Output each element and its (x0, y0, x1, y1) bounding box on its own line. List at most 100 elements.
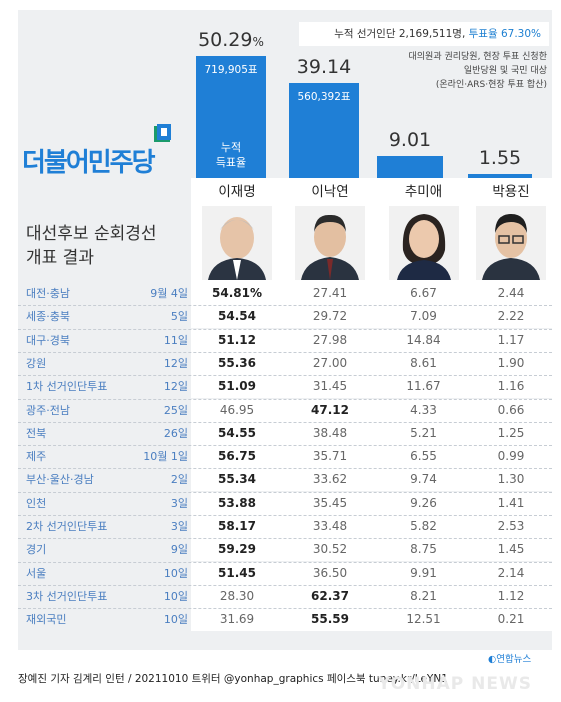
cell-lee-nakyon: 27.41 (283, 282, 377, 305)
cell-park-yongjin: 2.53 (470, 515, 552, 538)
candidate-photo (470, 206, 552, 282)
table-row: 광주·전남 25일 46.95 47.12 4.33 0.66 (18, 398, 552, 422)
cumulative-label-line: 득표율 (215, 156, 247, 169)
cell-lee-jaemyung: 31.69 (191, 608, 283, 632)
table-row: 부산·울산·경남 2일 55.34 33.62 9.74 1.30 (18, 468, 552, 492)
note-line: (온라인·ARS·현장 투표 합산) (435, 80, 547, 90)
cell-lee-jaemyung: 58.17 (191, 515, 283, 538)
cell-lee-nakyon: 27.00 (283, 351, 377, 375)
cell-lee-nakyon: 33.62 (283, 468, 377, 492)
row-divider (18, 445, 552, 447)
vote-date: 12일 (163, 356, 188, 370)
cell-lee-nakyon: 38.48 (283, 421, 377, 445)
cell-choo-miae: 4.33 (377, 398, 470, 422)
vote-date: 9월 4일 (150, 287, 188, 300)
region-name: 인천 (26, 496, 47, 510)
vote-count: 719,905표 (204, 64, 258, 76)
bar-value-label: 39.14 (296, 56, 352, 79)
candidate-photo (377, 206, 470, 282)
cell-park-yongjin: 2.14 (470, 561, 552, 585)
vote-date: 3일 (170, 520, 188, 533)
bar-value-label: 50.29% (198, 29, 264, 51)
vote-date: 26일 (163, 426, 188, 440)
agency-name: 연합뉴스 (496, 654, 532, 665)
candidate-name: 이재명 (191, 178, 283, 206)
cell-park-yongjin: 1.41 (470, 491, 552, 515)
region-name: 전북 (26, 426, 47, 440)
cumulative-voters-value: 2,169,511명, (398, 28, 466, 40)
cell-choo-miae: 5.21 (377, 421, 470, 445)
vote-date: 10일 (163, 589, 188, 603)
vote-date: 25일 (163, 403, 188, 417)
note-line: 대의원과 권리당원, 현장 투표 신청한 (408, 52, 547, 62)
region-name: 제주 (26, 450, 47, 464)
cell-choo-miae: 8.75 (377, 538, 470, 562)
cell-park-yongjin: 1.45 (470, 538, 552, 562)
cell-park-yongjin: 1.12 (470, 584, 552, 608)
bar-0 (196, 56, 266, 178)
candidate-photo (191, 206, 283, 282)
region-name: 재외국민 (26, 613, 67, 627)
region-name: 대전·충남 (26, 287, 70, 300)
table-row: 1차 선거인단투표 12일 51.09 31.45 11.67 1.16 (18, 375, 552, 399)
cell-lee-jaemyung: 54.55 (191, 421, 283, 445)
table-row: 대전·충남 9월 4일 54.81% 27.41 6.67 2.44 (18, 282, 552, 305)
cell-lee-jaemyung: 46.95 (191, 398, 283, 422)
cell-lee-jaemyung: 59.29 (191, 538, 283, 562)
note-line: 일반당원 및 국민 대상 (463, 66, 547, 76)
cell-lee-nakyon: 55.59 (283, 608, 377, 632)
table-row: 전북 26일 54.55 38.48 5.21 1.25 (18, 421, 552, 445)
cell-lee-jaemyung: 55.34 (191, 468, 283, 492)
cumulative-label-line: 누적 (220, 141, 242, 154)
candidate-name: 박용진 (470, 178, 552, 206)
vote-date: 10일 (163, 566, 188, 580)
cell-choo-miae: 9.26 (377, 491, 470, 515)
vote-date: 12일 (163, 380, 188, 394)
row-divider (18, 398, 552, 400)
cell-lee-nakyon: 35.71 (283, 445, 377, 469)
bar-3 (468, 174, 532, 178)
table-row: 제주 10월 1일 56.75 35.71 6.55 0.99 (18, 445, 552, 469)
note-text: 대의원과 권리당원, 현장 투표 신청한 일반당원 및 국민 대상 (온라인·A… (347, 50, 547, 92)
cell-choo-miae: 7.09 (377, 305, 470, 329)
cell-lee-nakyon: 47.12 (283, 398, 377, 422)
cell-choo-miae: 9.74 (377, 468, 470, 492)
table-row: 대구·경북 11일 51.12 27.98 14.84 1.17 (18, 328, 552, 352)
row-divider (18, 491, 552, 493)
table-row: 경기 9일 59.29 30.52 8.75 1.45 (18, 538, 552, 562)
cell-lee-nakyon: 30.52 (283, 538, 377, 562)
agency-logo: ◐연합뉴스 (488, 654, 532, 665)
region-name: 서울 (26, 566, 47, 580)
cell-lee-nakyon: 36.50 (283, 561, 377, 585)
region-name: 3차 선거인단투표 (26, 589, 108, 603)
vote-date: 10월 1일 (143, 450, 188, 464)
cumulative-voters-label: 누적 선거인단 (334, 28, 396, 40)
cell-park-yongjin: 2.44 (470, 282, 552, 305)
turnout-rate: 투표율 67.30% (468, 28, 541, 40)
cell-lee-jaemyung: 54.54 (191, 305, 283, 329)
chart-title: 대선후보 순회경선 개표 결과 (26, 222, 157, 270)
table-row: 3차 선거인단투표 10일 28.30 62.37 8.21 1.12 (18, 584, 552, 608)
watermark: YONHAP NEWS (378, 674, 532, 694)
table-row: 인천 3일 53.88 35.45 9.26 1.41 (18, 491, 552, 515)
cell-park-yongjin: 0.66 (470, 398, 552, 422)
region-name: 세종·충북 (26, 310, 70, 324)
vote-date: 5일 (170, 310, 188, 324)
cell-park-yongjin: 1.90 (470, 351, 552, 375)
cell-choo-miae: 8.61 (377, 351, 470, 375)
vote-date: 3일 (170, 496, 188, 510)
region-name: 광주·전남 (26, 403, 70, 417)
cell-choo-miae: 11.67 (377, 375, 470, 399)
cell-choo-miae: 12.51 (377, 608, 470, 632)
cell-lee-jaemyung: 53.88 (191, 491, 283, 515)
cell-lee-jaemyung: 55.36 (191, 351, 283, 375)
cell-park-yongjin: 1.17 (470, 328, 552, 352)
candidate-name: 이낙연 (283, 178, 377, 206)
cell-lee-jaemyung: 51.09 (191, 375, 283, 399)
row-divider (18, 515, 552, 516)
cell-choo-miae: 6.55 (377, 445, 470, 469)
region-name: 2차 선거인단투표 (26, 520, 108, 533)
row-divider (18, 561, 552, 563)
cell-park-yongjin: 1.16 (470, 375, 552, 399)
cell-choo-miae: 9.91 (377, 561, 470, 585)
